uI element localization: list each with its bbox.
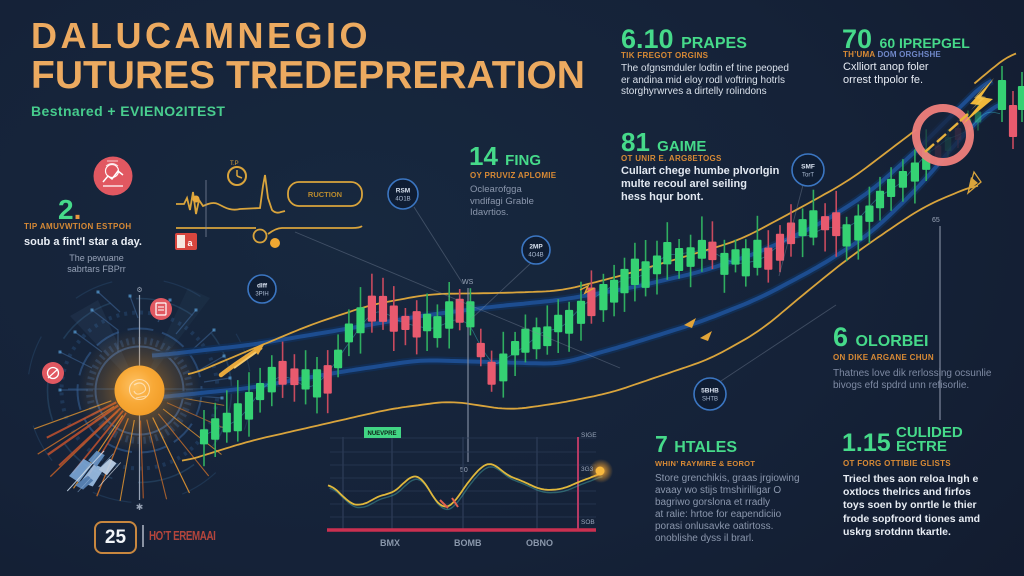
svg-text:WS: WS bbox=[462, 279, 474, 286]
svg-text:✱: ✱ bbox=[136, 502, 144, 512]
svg-text:a: a bbox=[187, 238, 193, 248]
svg-text:dIff: dIff bbox=[257, 283, 268, 290]
svg-text:SOB: SOB bbox=[581, 519, 595, 526]
svg-text:3PIH: 3PIH bbox=[255, 292, 268, 298]
svg-text:⚙: ⚙ bbox=[136, 286, 142, 294]
svg-text:5BHB: 5BHB bbox=[701, 388, 719, 395]
svg-text:50: 50 bbox=[460, 467, 468, 474]
svg-text:BOMB: BOMB bbox=[454, 538, 482, 548]
svg-text:RUCTION: RUCTION bbox=[308, 190, 342, 199]
svg-text:SIGE: SIGE bbox=[581, 432, 597, 439]
svg-text:T.P: T.P bbox=[230, 161, 239, 167]
svg-text:4O1B: 4O1B bbox=[395, 197, 410, 203]
svg-text:2MP: 2MP bbox=[529, 244, 543, 251]
svg-text:4O4B: 4O4B bbox=[528, 253, 543, 259]
svg-text:SMF: SMF bbox=[801, 164, 815, 171]
svg-text:SHTB: SHTB bbox=[702, 397, 718, 403]
svg-text:65: 65 bbox=[932, 217, 940, 224]
svg-text:TorT: TorT bbox=[802, 173, 814, 179]
svg-text:3G3: 3G3 bbox=[581, 466, 594, 473]
svg-text:OBNO: OBNO bbox=[526, 538, 553, 548]
svg-text:BMX: BMX bbox=[380, 538, 400, 548]
svg-text:NUEVPRE: NUEVPRE bbox=[367, 431, 396, 437]
svg-text:RSM: RSM bbox=[396, 188, 410, 195]
